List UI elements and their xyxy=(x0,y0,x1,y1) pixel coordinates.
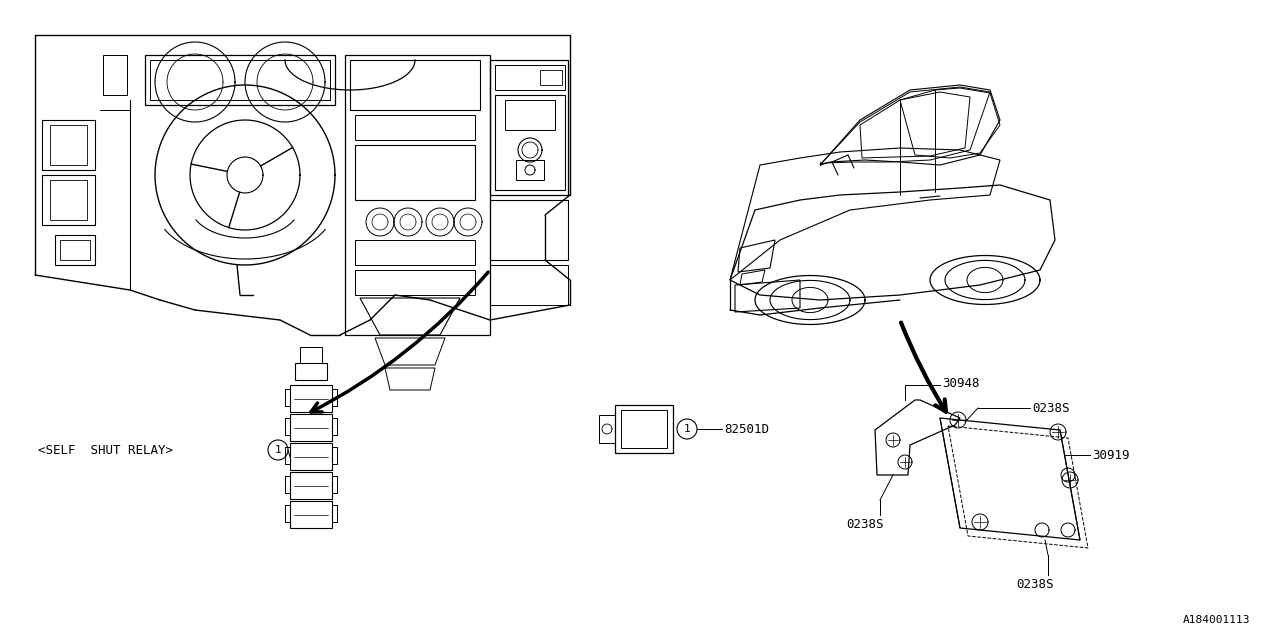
Text: 30948: 30948 xyxy=(942,376,979,390)
Text: A184001113: A184001113 xyxy=(1183,615,1251,625)
Text: 82501D: 82501D xyxy=(724,422,769,435)
Text: 30919: 30919 xyxy=(1092,449,1129,461)
Text: 0238S: 0238S xyxy=(1032,401,1070,415)
Text: 1: 1 xyxy=(684,424,690,434)
Text: 0238S: 0238S xyxy=(1016,579,1053,591)
Text: <SELF  SHUT RELAY>: <SELF SHUT RELAY> xyxy=(38,444,173,456)
Text: 0238S: 0238S xyxy=(846,518,883,531)
Text: 1: 1 xyxy=(275,445,282,455)
